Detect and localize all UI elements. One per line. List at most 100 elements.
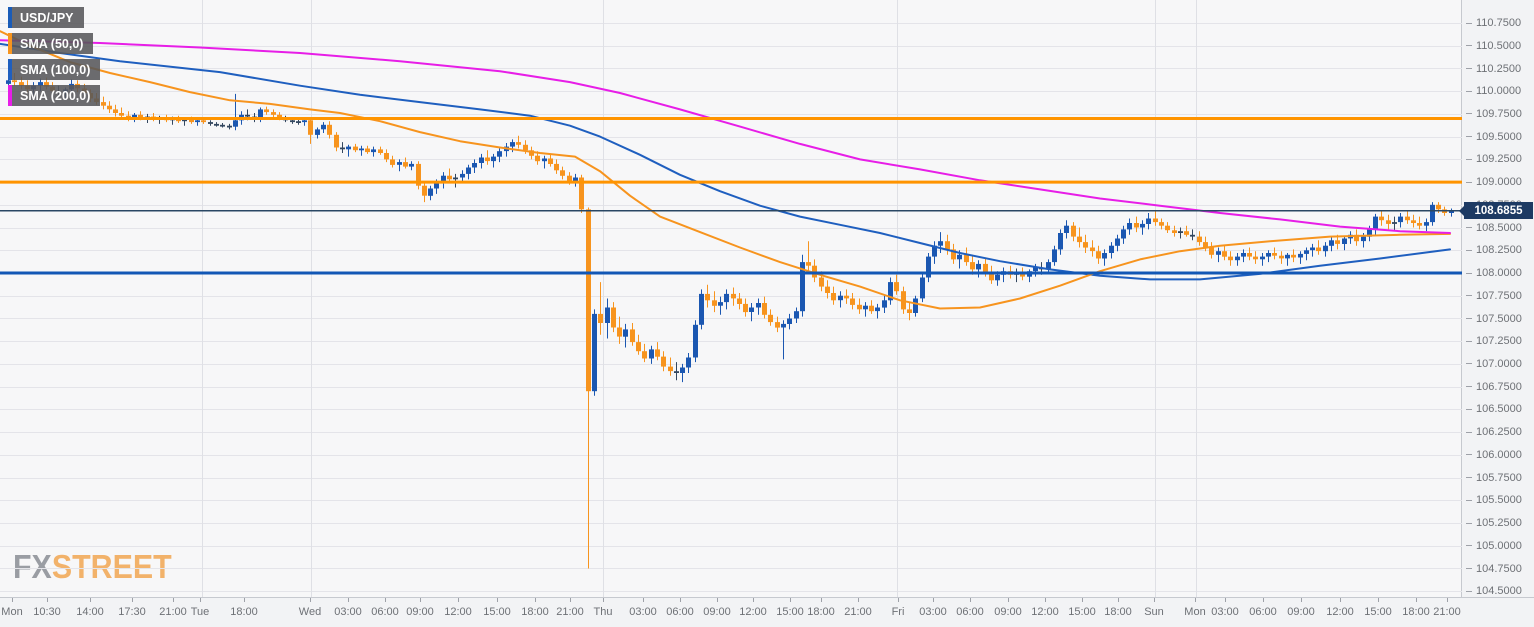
price-axis-tick [1466, 227, 1472, 228]
candle [1184, 225, 1189, 237]
candle [611, 302, 616, 333]
sma50-line [0, 30, 1451, 310]
candle [642, 343, 647, 363]
candle [932, 241, 937, 264]
candle [1342, 236, 1347, 251]
candle [749, 303, 754, 322]
time-axis-tick [12, 598, 13, 602]
candle [1430, 202, 1435, 226]
price-axis-tick [1466, 545, 1472, 547]
time-axis-label: 03:00 [1211, 606, 1239, 618]
candle [768, 309, 773, 326]
time-axis[interactable]: Mon 10:30 14:00 17:30 21:00 Tue 18:00 Wed 03:00 0… [0, 597, 1534, 627]
candles-layer [6, 73, 1454, 569]
time-axis-tick [348, 598, 349, 602]
candle [1090, 240, 1095, 257]
candlestick-chart[interactable] [0, 0, 1462, 597]
price-axis-label: 105.7500 [1466, 472, 1522, 484]
time-axis-tick [570, 598, 571, 602]
candle [491, 153, 496, 168]
candle [693, 320, 698, 363]
time-axis-label: Thu [593, 606, 613, 618]
price-axis-label: 107.2500 [1466, 335, 1522, 347]
candle [857, 298, 862, 314]
candle [686, 353, 691, 373]
time-axis-tick [1416, 598, 1417, 602]
price-axis[interactable]: 110.7500 110.5000 110.2500 110.0000 109.7500… [1462, 0, 1534, 597]
legend-sma100[interactable]: SMA (100,0) [8, 59, 101, 80]
price-axis-tick [1466, 340, 1472, 342]
candle [724, 289, 729, 310]
candle [573, 173, 578, 187]
time-axis-label: 10:30 [33, 606, 61, 618]
candle [340, 142, 345, 153]
current-price-value: 108.6855 [1474, 204, 1523, 217]
price-axis-tick [1466, 295, 1472, 297]
price-axis-label: 109.0000 [1466, 176, 1522, 188]
candle [1405, 211, 1410, 224]
candle [1190, 229, 1195, 241]
candle [1279, 251, 1284, 264]
candle [1291, 249, 1296, 263]
time-axis-tick [385, 598, 386, 602]
candle [308, 117, 313, 144]
candle [220, 123, 225, 128]
time-axis-label: 18:00 [807, 606, 835, 618]
candle [598, 282, 603, 335]
candle [812, 259, 817, 283]
candle [705, 284, 710, 308]
time-axis-tick [680, 598, 681, 602]
candle [1222, 245, 1227, 261]
price-axis-label: 106.2500 [1466, 426, 1522, 438]
chart-plot-area[interactable]: FXSTREET USD/JPY SMA (50,0) SMA (100,0) … [0, 0, 1462, 597]
candle [315, 127, 320, 139]
candle [516, 135, 521, 149]
candle [623, 323, 628, 348]
candle [1392, 216, 1397, 232]
candle [1197, 231, 1202, 246]
candle [869, 300, 874, 314]
candle [649, 345, 654, 364]
price-axis-tick [1466, 181, 1472, 183]
time-axis-label: 21:00 [844, 606, 872, 618]
candle [1417, 216, 1422, 230]
candle [1424, 218, 1429, 232]
time-axis-label: 03:00 [919, 606, 947, 618]
candle [371, 146, 376, 157]
legend-sma50[interactable]: SMA (50,0) [8, 33, 94, 54]
candle [762, 296, 767, 319]
candle [1253, 251, 1258, 264]
price-axis-label: 109.7500 [1466, 108, 1522, 120]
candle [1172, 225, 1177, 237]
candle [227, 123, 232, 130]
sma200-line [0, 39, 1451, 234]
candle [888, 277, 893, 305]
candle [756, 298, 761, 315]
price-axis-label: 106.0000 [1466, 449, 1522, 461]
candle [718, 296, 723, 315]
candle [1058, 229, 1063, 255]
candle [592, 309, 597, 396]
candle [1102, 249, 1107, 266]
price-axis-label: 108.2500 [1466, 244, 1522, 256]
candle [1121, 225, 1126, 244]
time-axis-tick [1118, 598, 1119, 602]
candle [850, 293, 855, 310]
price-axis-tick [1466, 22, 1472, 24]
candle [1027, 269, 1032, 283]
candle [390, 155, 395, 168]
candle [1146, 213, 1151, 230]
price-axis-label: 110.5000 [1466, 40, 1521, 52]
candle [1272, 247, 1277, 260]
price-axis-label: 105.5000 [1466, 494, 1522, 506]
candle [1077, 227, 1082, 248]
candle [548, 153, 553, 167]
candle [586, 207, 591, 569]
candle [680, 363, 685, 383]
legend-sma200[interactable]: SMA (200,0) [8, 85, 101, 106]
instrument-badge[interactable]: USD/JPY [8, 7, 84, 28]
candle [907, 302, 912, 321]
instrument-color-strip [8, 7, 12, 28]
candle [346, 144, 351, 157]
time-axis-tick [47, 598, 48, 602]
